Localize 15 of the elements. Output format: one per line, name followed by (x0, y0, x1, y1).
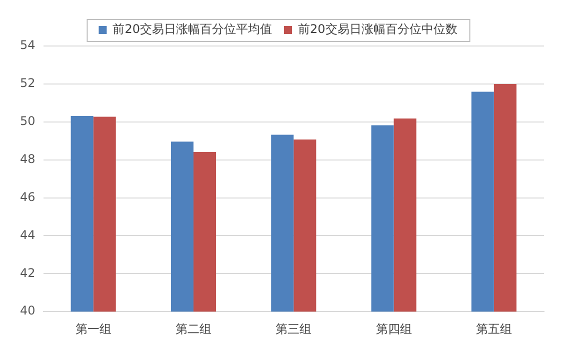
x-tick-label: 第三组 (276, 322, 312, 336)
legend-label: 前20交易日涨幅百分位中位数 (298, 22, 458, 36)
y-tick-label: 42 (20, 266, 36, 280)
y-tick-label: 54 (20, 38, 36, 52)
x-tick-label: 第一组 (75, 322, 112, 336)
y-tick-label: 46 (20, 190, 36, 204)
y-tick-label: 48 (20, 152, 36, 166)
legend-label: 前20交易日涨幅百分位平均值 (112, 22, 272, 36)
y-tick-label: 40 (20, 304, 36, 318)
x-tick-label: 第二组 (175, 322, 212, 336)
x-tick-label: 第四组 (376, 322, 412, 336)
y-tick-label: 44 (20, 228, 36, 242)
x-tick-label: 第五组 (476, 322, 512, 336)
y-tick-label: 50 (20, 114, 36, 128)
y-tick-label: 52 (20, 76, 36, 90)
